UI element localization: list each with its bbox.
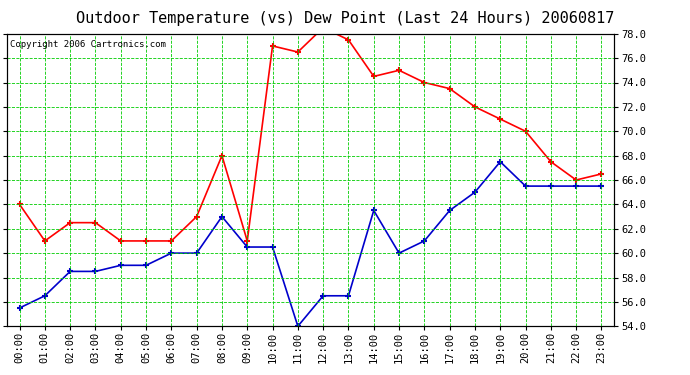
Text: Copyright 2006 Cartronics.com: Copyright 2006 Cartronics.com — [10, 40, 166, 49]
Text: Outdoor Temperature (vs) Dew Point (Last 24 Hours) 20060817: Outdoor Temperature (vs) Dew Point (Last… — [76, 11, 614, 26]
